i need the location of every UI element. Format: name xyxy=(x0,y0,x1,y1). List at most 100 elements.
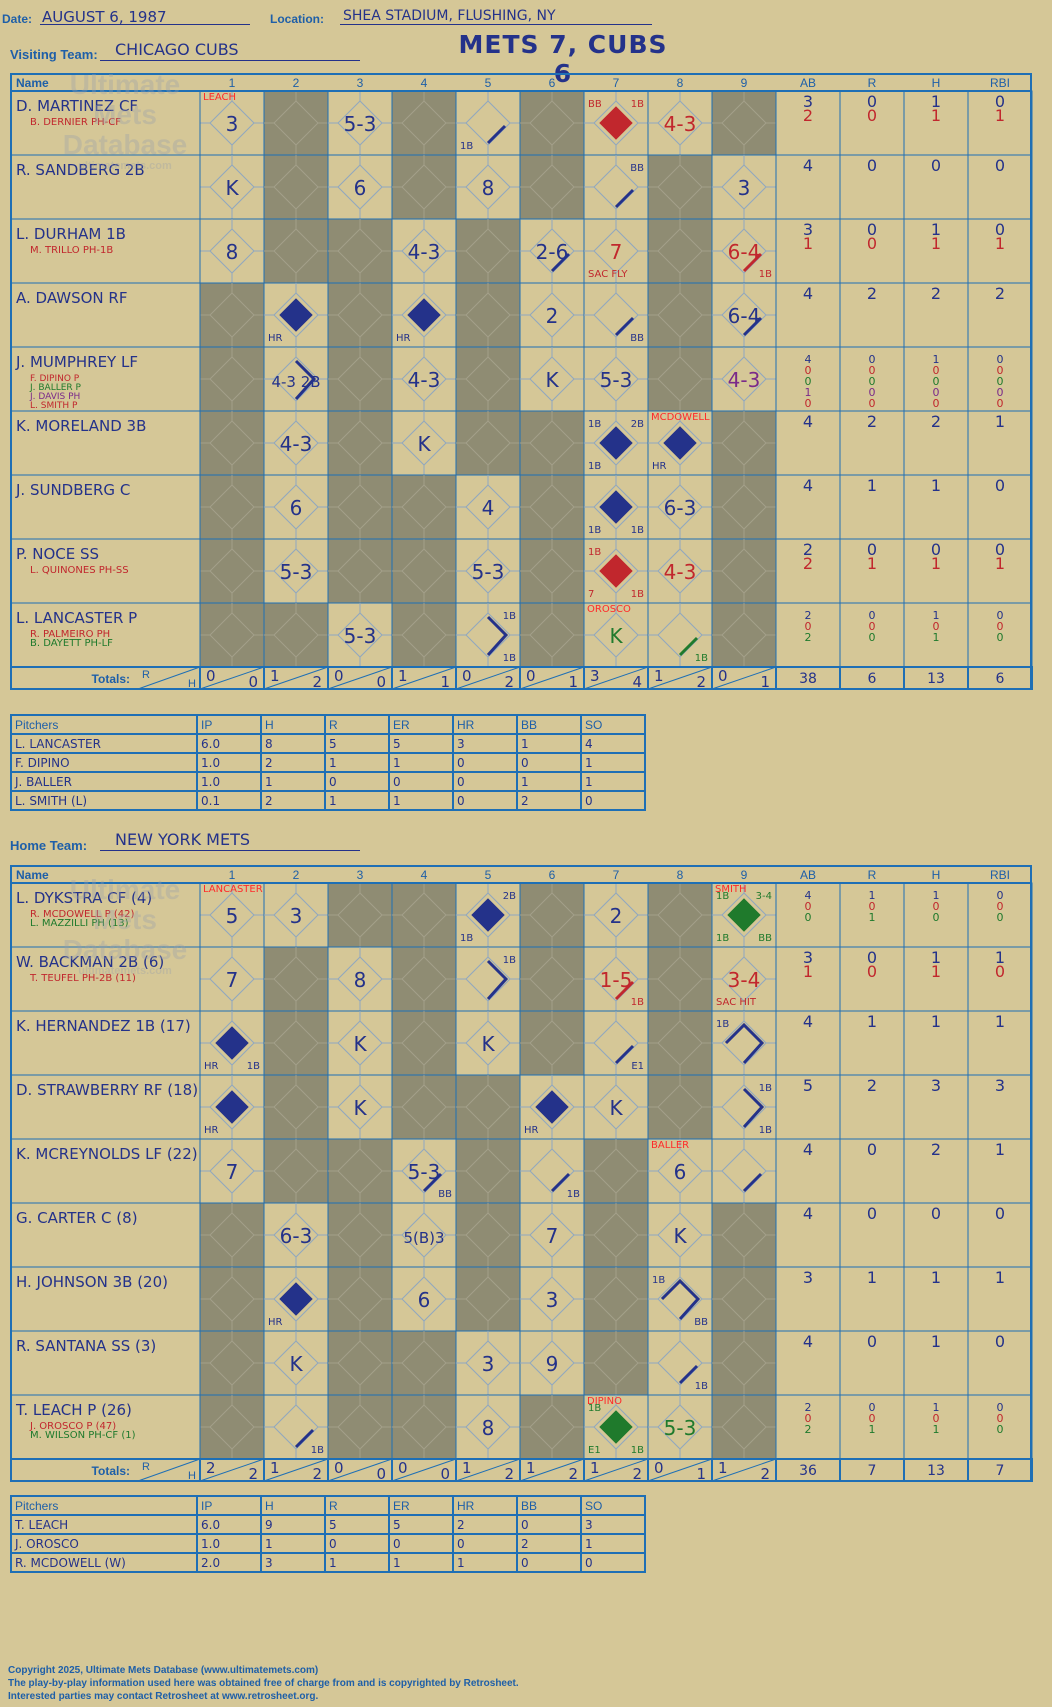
home-total-slash xyxy=(327,1458,393,1482)
visitor-batter-name: J. SUNDBERG C xyxy=(15,481,130,499)
visitor-stat-value: 0 xyxy=(869,620,876,633)
home-pitching-cell: R. MCDOWELL (W) xyxy=(10,1552,198,1573)
home-pitcher-change-note: DIPINO xyxy=(587,1396,622,1407)
home-pitching-cell: 6.0 xyxy=(196,1514,262,1535)
visitor-batter-name: J. MUMPHREY LF xyxy=(15,353,138,371)
visitor-stat-value: 0 xyxy=(931,540,941,559)
visitor-frame xyxy=(10,73,1032,690)
visitor-stat-value: 4 xyxy=(805,353,812,366)
visitor-pitching-header-cell: Pitchers xyxy=(10,714,198,735)
visitor-sub-name: B. DERNIER PH-CF xyxy=(30,117,121,128)
visitor-total-slash xyxy=(711,666,777,690)
visitor-sub-name: R. PALMEIRO PH xyxy=(30,629,110,640)
home-corner-note: 1B xyxy=(759,1125,772,1136)
home-total-slash xyxy=(391,1458,457,1482)
home-stat-cell xyxy=(775,1074,841,1140)
visitor-totals-r-label: R xyxy=(142,669,150,681)
visitor-total-slash xyxy=(455,666,521,690)
visiting-team-name: CHICAGO CUBS xyxy=(115,40,239,59)
home-inning-header: 5 xyxy=(485,868,492,882)
visitor-inning-header: 7 xyxy=(613,76,620,90)
visitor-pitching-cell: 1 xyxy=(388,752,454,773)
visitor-inning-runs: 0 xyxy=(206,667,216,685)
home-corner-note: 1B xyxy=(695,1381,708,1392)
home-stat-value: 0 xyxy=(933,1412,940,1425)
home-inning-runs: 2 xyxy=(206,1459,216,1477)
home-inning-hits: 2 xyxy=(568,1465,578,1483)
home-stat-cell xyxy=(967,1394,1033,1460)
home-stat-value: 3 xyxy=(995,1076,1005,1095)
home-stat-cell xyxy=(775,1330,841,1396)
home-corner-note: 1B xyxy=(652,1275,665,1286)
visitor-stat-value: 4 xyxy=(803,284,813,303)
home-inning-hits: 2 xyxy=(312,1465,322,1483)
visitor-stat-cell xyxy=(775,410,841,476)
visitor-pitching-cell: 5 xyxy=(388,733,454,754)
home-stat-cell xyxy=(967,1074,1033,1140)
home-play-text: K xyxy=(289,1352,303,1376)
home-stat-cell xyxy=(839,1010,905,1076)
home-inning-header: 6 xyxy=(549,868,556,882)
home-pitching-cell: 1 xyxy=(260,1533,326,1554)
home-pitching-cell: 2 xyxy=(516,1533,582,1554)
home-reach-first-mark xyxy=(550,1172,571,1193)
visitor-inning-hits: 2 xyxy=(696,673,706,691)
home-corner-note: 1B xyxy=(759,1083,772,1094)
home-stat-value: 1 xyxy=(869,889,876,902)
visitor-pitcher-change-note: MCDOWELL xyxy=(651,412,710,423)
home-corner-note: 3-4 xyxy=(756,891,772,902)
visitor-stat-value: 0 xyxy=(933,386,940,399)
footer-copyright: Copyright 2025, Ultimate Mets Database (… xyxy=(8,1665,319,1676)
visitor-stat-value: 0 xyxy=(869,609,876,622)
home-pitching-header-cell: R xyxy=(324,1495,390,1516)
home-stat-value: 0 xyxy=(805,900,812,913)
home-corner-note: BB xyxy=(694,1317,708,1328)
home-pitching-cell: T. LEACH xyxy=(10,1514,198,1535)
home-stat-value: 1 xyxy=(995,948,1005,967)
home-corner-note: 1B xyxy=(631,997,644,1008)
home-pitching-cell: 2.0 xyxy=(196,1552,262,1573)
visitor-totals-slash xyxy=(137,666,201,690)
visitor-stat-value: 1 xyxy=(933,353,940,366)
home-stat-value: 1 xyxy=(931,948,941,967)
home-stat-cell xyxy=(775,946,841,1012)
visitor-pitching-cell: 2 xyxy=(516,790,582,811)
visitor-inning-header: 1 xyxy=(229,76,236,90)
visitor-reach-second-mark xyxy=(294,359,317,401)
home-inning-header: 7 xyxy=(613,868,620,882)
visitor-total-stat: 38 xyxy=(799,671,817,687)
watermark-line: Database xyxy=(62,129,188,160)
visitor-inning-runs: 1 xyxy=(654,667,664,685)
home-stat-value: 0 xyxy=(869,1412,876,1425)
home-stat-value: 0 xyxy=(997,911,1004,924)
visitor-stat-cell xyxy=(967,410,1033,476)
home-inning-header: 1 xyxy=(229,868,236,882)
home-play-text: 3 xyxy=(290,904,303,928)
visitor-stat-value: 1 xyxy=(931,476,941,495)
visitor-stat-value: 1 xyxy=(995,106,1005,125)
visitor-corner-note: 7 xyxy=(588,589,594,600)
visitor-stat-value: 0 xyxy=(933,620,940,633)
visitor-pitching-cell: 1.0 xyxy=(196,771,262,792)
home-corner-note: 1B xyxy=(460,933,473,944)
home-stat-cell xyxy=(839,882,905,948)
home-batter-name: L. DYKSTRA CF (4) xyxy=(16,889,152,907)
visitor-play-text: 4 xyxy=(482,496,495,520)
visitor-stat-cell xyxy=(839,538,905,604)
home-batter-name: T. LEACH P (26) xyxy=(15,1401,132,1419)
home-total-slash xyxy=(455,1458,521,1482)
home-inning-runs: 1 xyxy=(526,1459,536,1477)
home-sub-name: M. WILSON PH-CF (1) xyxy=(30,1430,136,1441)
home-play-text: 5(B)3 xyxy=(403,1229,444,1247)
visitor-stat-cell xyxy=(903,154,969,220)
home-pitching-cell: 5 xyxy=(324,1514,390,1535)
home-stat-cell xyxy=(903,1138,969,1204)
visitor-play-text: 2-6 xyxy=(536,240,569,264)
home-pitching-cell: 5 xyxy=(388,1514,454,1535)
home-play-text: K xyxy=(353,1032,367,1056)
home-play-text: 6 xyxy=(418,1288,431,1312)
visitor-stat-value: 4 xyxy=(803,476,813,495)
home-total-slash xyxy=(711,1458,777,1482)
visitor-stat-value: 2 xyxy=(803,554,813,573)
visitor-play-text: 6-4 xyxy=(728,240,761,264)
